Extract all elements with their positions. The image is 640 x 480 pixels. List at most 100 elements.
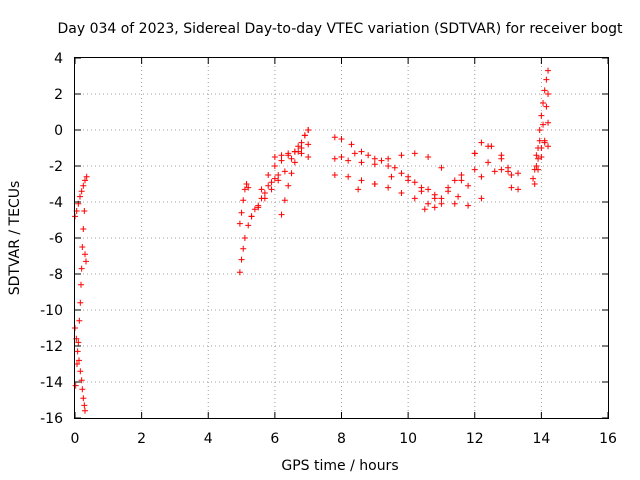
data-point [305,127,312,133]
data-point [398,170,405,177]
data-point [80,182,87,189]
data-point [371,155,378,162]
data-point [77,299,84,306]
data-point [298,145,305,151]
data-point [298,139,305,146]
data-point [261,195,268,202]
data-point [508,184,515,191]
data-point [236,269,243,276]
data-point [458,172,465,178]
data-point [451,177,458,184]
data-point [77,281,84,288]
data-point [245,184,252,191]
data-point [515,170,522,177]
data-point [358,159,365,166]
data-point [265,182,272,189]
data-point [345,173,352,180]
tick-labels: 0 2 4 6 8 10 12 14 16 4 2 0 -2 -4 -6 -8 -10 -12 -14 -16 [40,51,617,447]
grid [75,58,608,418]
axis-ticks [74,57,609,419]
data-point [298,150,305,157]
data-point [545,119,552,126]
data-point [538,154,545,160]
data-point [243,181,250,187]
data-point [301,132,308,139]
data-point [261,190,268,196]
data-point [281,197,288,204]
data-point [541,137,548,144]
x-tick-label: 4 [204,431,213,447]
y-tick-label: -8 [49,267,63,283]
data-point [538,145,545,151]
data-point [405,177,412,184]
data-point [541,87,548,94]
y-tick-label: -6 [49,231,63,247]
x-tick-label: 12 [466,431,484,447]
data-point [533,152,540,159]
data-point [438,200,445,207]
series-arc-g [258,141,312,193]
series-arc-j [331,134,485,209]
data-point [268,186,275,193]
data-point [425,200,432,207]
data-point [275,172,282,178]
data-point [533,163,540,169]
data-point [545,143,552,150]
data-point [498,152,505,159]
data-point [351,150,358,157]
data-point [543,103,550,110]
data-point [305,154,312,160]
data-point [295,143,302,150]
data-point [285,182,292,189]
data-point [471,166,478,173]
data-point [72,382,79,389]
series-arc-o [421,139,512,213]
data-point [281,168,288,175]
data-point [240,197,247,204]
data-point [251,206,258,213]
y-tick-label: -4 [49,195,63,211]
data-point [345,157,352,164]
x-tick-label: 6 [270,431,279,447]
data-point [77,368,84,375]
data-point [385,184,392,191]
data-point [398,190,405,196]
data-point [540,121,547,128]
series-arc-p [531,67,552,187]
data-point [391,164,398,171]
data-point [411,195,418,202]
data-point [451,200,458,207]
data-point [365,152,372,159]
data-point [80,395,87,402]
data-point [478,173,485,180]
data-point [83,173,90,180]
data-point [471,150,478,157]
data-point [291,148,298,155]
data-point [81,208,88,214]
plot-frame [74,57,609,419]
data-point [538,112,545,119]
data-point [478,139,485,146]
data-point [82,258,89,265]
data-point [241,186,248,193]
data-point [248,213,255,220]
data-point [488,143,495,150]
data-point [378,157,385,164]
data-point [271,175,278,182]
x-tick-label: 16 [599,431,617,447]
data-point [338,136,345,142]
data-points [72,67,552,414]
y-tick-label: -16 [40,411,63,427]
series-arc-h [278,127,312,218]
data-point [445,184,452,191]
data-point [348,141,355,148]
series-arc-n [355,143,522,202]
data-point [431,195,438,202]
data-point [478,195,485,202]
data-point [245,222,252,229]
data-point [81,251,88,258]
data-point [78,188,85,195]
series-arc-c [72,208,89,389]
x-tick-label: 0 [71,431,80,447]
